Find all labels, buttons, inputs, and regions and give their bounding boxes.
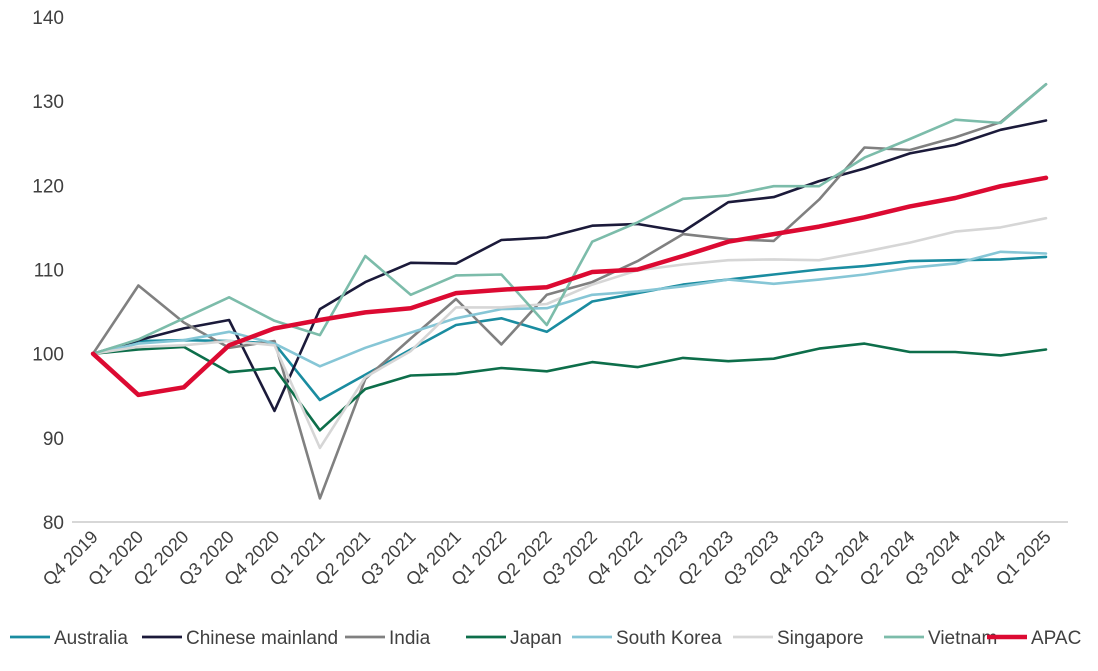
series-layer [90, 83, 1049, 500]
y-tick-label: 80 [43, 513, 64, 534]
y-tick-label: 130 [32, 92, 64, 113]
series-line-vietnam [91, 83, 1048, 356]
legend-item-singapore: Singapore [733, 628, 864, 649]
legend-label: APAC [1031, 628, 1081, 649]
legend-label: Vietnam [928, 628, 997, 649]
legend-label: India [389, 628, 431, 649]
legend-label: South Korea [616, 628, 722, 649]
legend-label: Japan [510, 628, 562, 649]
series-line-south-korea [91, 250, 1048, 368]
y-tick-label: 110 [34, 261, 64, 282]
legend: Australia Chinese mainland India Japan South… [10, 628, 1081, 649]
legend-label: Singapore [777, 628, 864, 649]
legend-label: Chinese mainland [186, 628, 338, 649]
y-tick-label: 100 [32, 345, 64, 366]
series-line-india [91, 83, 1048, 500]
y-tick-label: 90 [43, 429, 64, 450]
y-axis: 80 90 100 110 120 130 140 [32, 8, 64, 534]
series-line-chinese-mainland [91, 119, 1048, 413]
series-line-apac [90, 175, 1049, 398]
y-tick-label: 140 [32, 8, 64, 29]
legend-item-japan: Japan [466, 628, 562, 649]
legend-item-south-korea: South Korea [572, 628, 722, 649]
legend-item-vietnam: Vietnam [884, 628, 997, 649]
legend-item-india: India [345, 628, 431, 649]
legend-label: Australia [54, 628, 128, 649]
legend-item-australia: Australia [10, 628, 128, 649]
legend-item-apac: APAC [987, 628, 1081, 649]
series-line-japan [91, 342, 1048, 432]
series-line-singapore [91, 216, 1048, 450]
y-tick-label: 120 [32, 176, 64, 197]
legend-item-chinese-mainland: Chinese mainland [142, 628, 338, 649]
